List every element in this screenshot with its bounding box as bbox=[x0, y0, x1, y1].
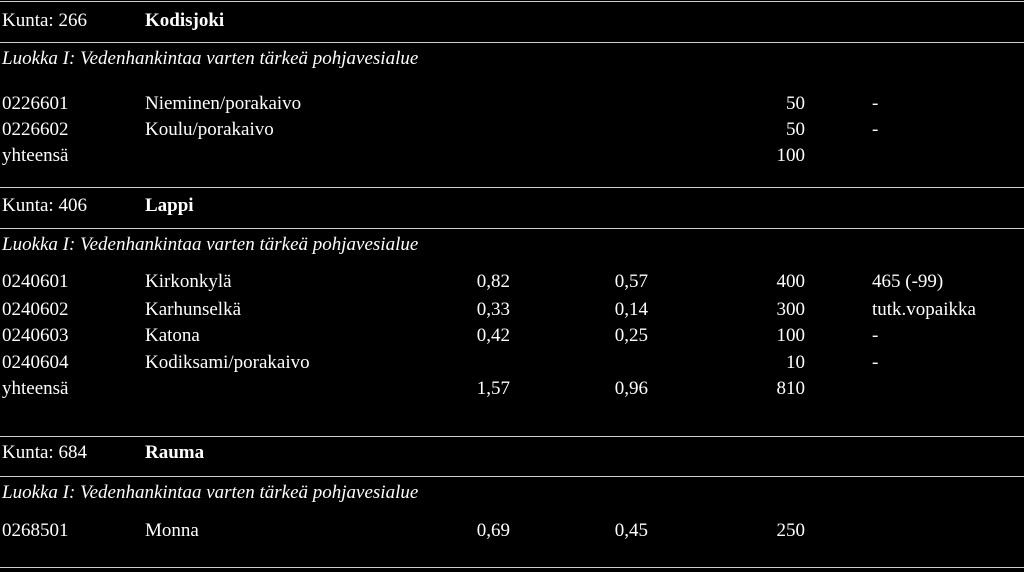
divider bbox=[0, 436, 1024, 437]
row-value-d: - bbox=[872, 325, 879, 346]
row-name: Nieminen/porakaivo bbox=[145, 93, 302, 114]
row-code: yhteensä bbox=[2, 378, 69, 399]
row-value-c: 250 bbox=[776, 520, 806, 541]
row-code: 0240601 bbox=[2, 271, 69, 292]
row-name: Katona bbox=[145, 325, 200, 346]
row-value-c: 100 bbox=[776, 145, 806, 166]
row-value-a: 0,82 bbox=[476, 271, 510, 292]
kunta-label: Kunta: 406 bbox=[2, 195, 87, 216]
kunta-name: Kodisjoki bbox=[145, 10, 225, 31]
kunta-label: Kunta: 684 bbox=[2, 442, 87, 463]
row-code: 0226602 bbox=[2, 119, 69, 140]
row-value-c: 100 bbox=[776, 325, 806, 346]
row-code: yhteensä bbox=[2, 145, 69, 166]
row-value-c: 810 bbox=[776, 378, 806, 399]
divider bbox=[0, 228, 1024, 229]
luokka-label: Luokka I: Vedenhankintaa varten tärkeä p… bbox=[2, 482, 419, 503]
kunta-name: Lappi bbox=[145, 195, 194, 216]
luokka-label: Luokka I: Vedenhankintaa varten tärkeä p… bbox=[2, 48, 419, 69]
row-value-b: 0,45 bbox=[614, 520, 648, 541]
row-value-a: 0,33 bbox=[476, 299, 510, 320]
row-value-b: 0,57 bbox=[614, 271, 648, 292]
row-name: Karhunselkä bbox=[145, 299, 242, 320]
row-value-c: 50 bbox=[786, 93, 805, 114]
divider bbox=[0, 1, 1024, 2]
row-value-d: - bbox=[872, 93, 879, 114]
row-value-c: 400 bbox=[776, 271, 806, 292]
row-value-d: 465 (-99) bbox=[872, 271, 944, 292]
kunta-name: Rauma bbox=[145, 442, 205, 463]
row-name: Koulu/porakaivo bbox=[145, 119, 274, 140]
row-value-a: 1,57 bbox=[476, 378, 510, 399]
row-name: Kodiksami/porakaivo bbox=[145, 352, 310, 373]
row-value-c: 300 bbox=[776, 299, 806, 320]
row-value-c: 50 bbox=[786, 119, 805, 140]
divider bbox=[0, 187, 1024, 188]
divider bbox=[0, 476, 1024, 477]
row-value-a: 0,42 bbox=[476, 325, 510, 346]
divider bbox=[0, 567, 1024, 568]
row-code: 0240602 bbox=[2, 299, 69, 320]
row-value-d: tutk.vopaikka bbox=[872, 299, 976, 320]
divider bbox=[0, 42, 1024, 43]
row-code: 0240604 bbox=[2, 352, 69, 373]
row-code: 0268501 bbox=[2, 520, 69, 541]
row-value-b: 0,96 bbox=[614, 378, 648, 399]
row-name: Kirkonkylä bbox=[145, 271, 232, 292]
row-value-c: 10 bbox=[786, 352, 805, 373]
row-value-b: 0,25 bbox=[614, 325, 648, 346]
row-value-d: - bbox=[872, 352, 879, 373]
row-code: 0240603 bbox=[2, 325, 69, 346]
kunta-label: Kunta: 266 bbox=[2, 10, 87, 31]
luokka-label: Luokka I: Vedenhankintaa varten tärkeä p… bbox=[2, 234, 419, 255]
row-value-d: - bbox=[872, 119, 879, 140]
row-value-a: 0,69 bbox=[476, 520, 510, 541]
row-value-b: 0,14 bbox=[614, 299, 648, 320]
row-code: 0226601 bbox=[2, 93, 69, 114]
row-name: Monna bbox=[145, 520, 199, 541]
